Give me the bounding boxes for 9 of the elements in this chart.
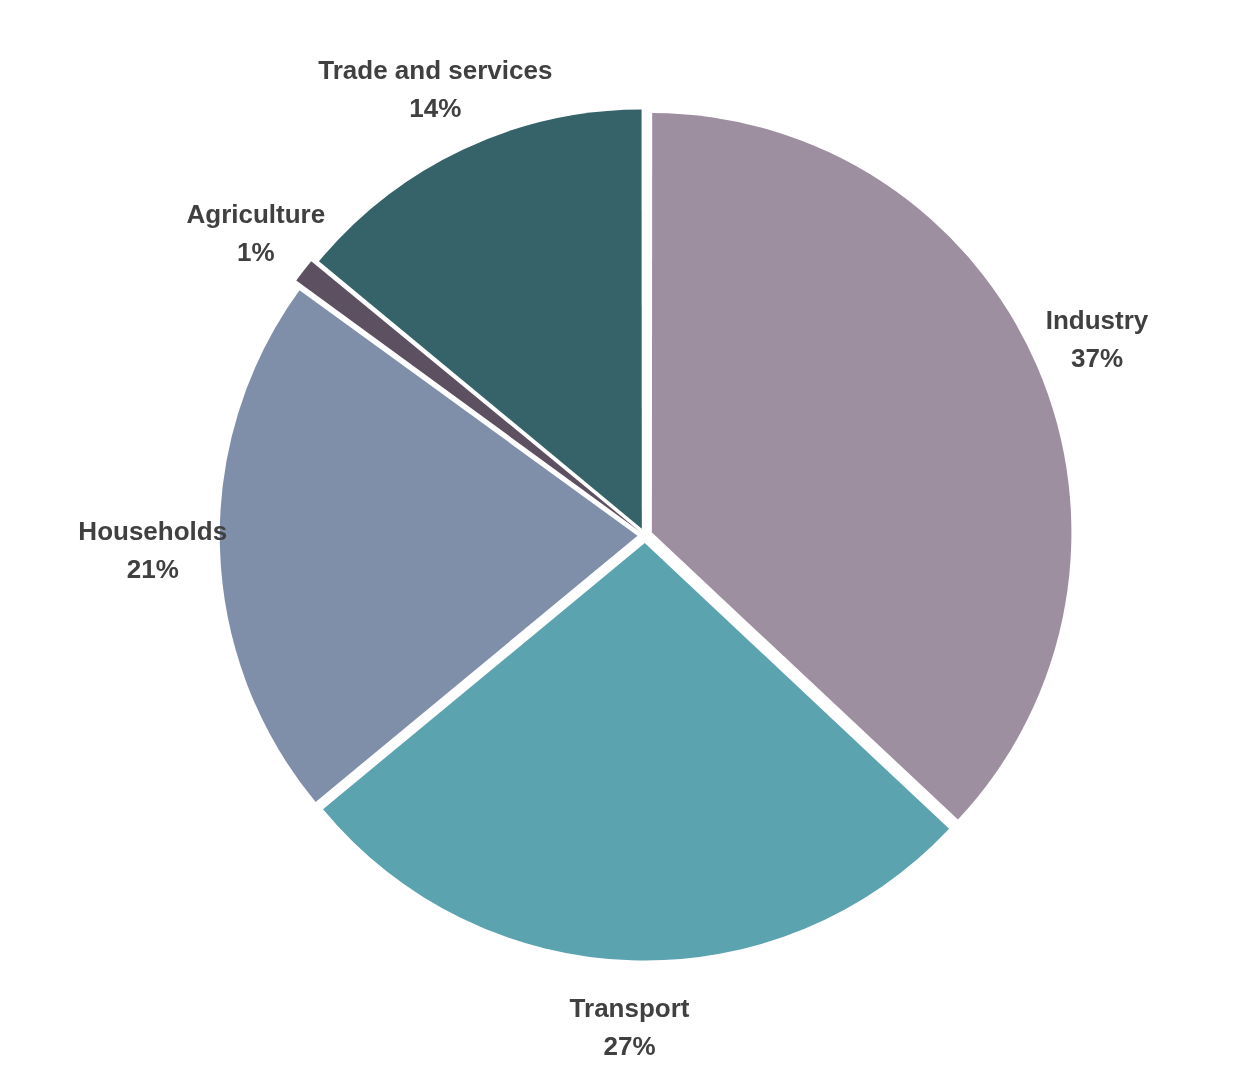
slice-label: Industry — [1045, 305, 1149, 336]
data-label: 1% — [237, 236, 275, 267]
data-label: 14% — [409, 93, 462, 124]
data-label: 21% — [126, 554, 179, 585]
data-label: 27% — [603, 1030, 656, 1061]
slice-label: Agriculture — [186, 198, 326, 229]
data-label: 37% — [1070, 343, 1124, 374]
slice-label: Trade and services — [318, 55, 553, 86]
slice-label: Transport — [569, 992, 690, 1023]
